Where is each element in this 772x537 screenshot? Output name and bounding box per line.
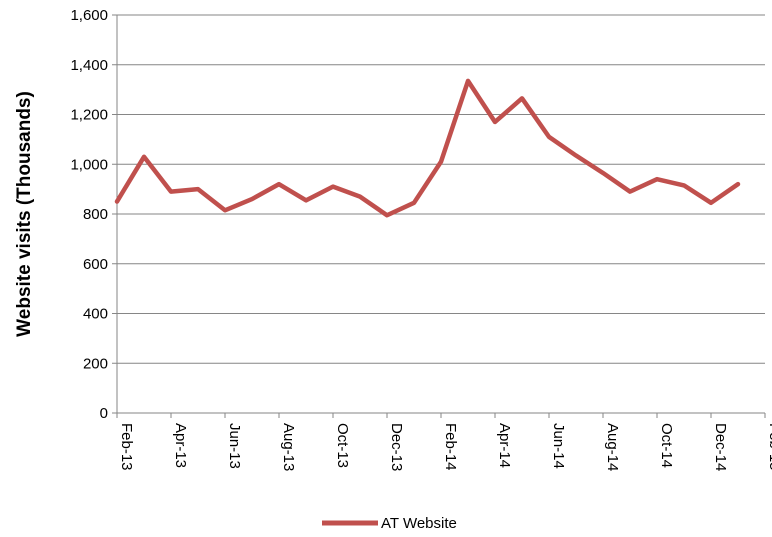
x-tick-labels: Feb-13 Apr-13 Jun-13 Aug-13 Oct-13 Dec-13 Feb-… [118,423,772,471]
y-tick-label: 200 [83,355,108,372]
y-axis-title: Website visits (Thousands) [14,91,35,337]
x-tick-label: Oct-13 [334,423,351,468]
x-tick-label: Dec-14 [712,423,729,471]
legend: AT Website [322,515,457,532]
y-tick-label: 1,400 [70,57,108,74]
y-tick-label: 600 [83,256,108,273]
x-tick-label: Aug-14 [604,423,621,471]
x-tick-label: Feb-15 [766,423,772,471]
x-tick-label: Apr-13 [172,423,189,468]
y-tick-label: 0 [100,405,108,422]
x-tick-label: Feb-14 [442,423,459,471]
x-tick-label: Feb-13 [118,423,135,471]
y-tick-label: 1,600 [70,7,108,24]
y-tick-label: 1,000 [70,156,108,173]
series-line [114,78,741,218]
y-tick-label: 1,200 [70,107,108,124]
y-tick-labels: 0 200 400 600 800 1,000 1,200 1,400 1,600 [70,7,108,422]
x-tick-label: Apr-14 [496,423,513,468]
series-lines [114,78,741,218]
x-tick-label: Jun-14 [550,423,567,469]
x-tick-label: Jun-13 [226,423,243,469]
y-tick-label: 800 [83,206,108,223]
x-tick-label: Aug-13 [280,423,297,471]
legend-label: AT Website [381,515,457,532]
x-tick-label: Oct-14 [658,423,675,468]
y-tick-label: 400 [83,306,108,323]
x-tick-label: Dec-13 [388,423,405,471]
axes [112,14,766,418]
gridlines [117,14,765,364]
